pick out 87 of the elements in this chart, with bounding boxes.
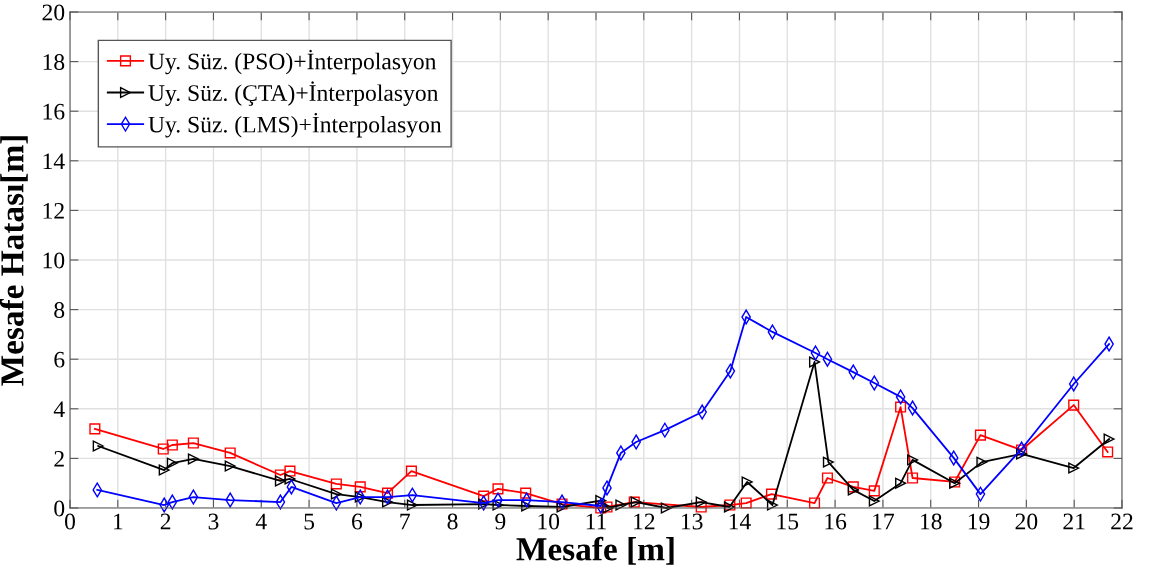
point (868, 485, 880, 497)
x-tick-label: 8 (447, 513, 458, 530)
x-tick-label: 20 (1015, 513, 1038, 530)
point (976, 456, 988, 468)
x-tick-label: 2 (160, 513, 171, 530)
x-tick-label: 7 (400, 513, 410, 530)
point (166, 439, 178, 451)
x-tick-label: 19 (968, 513, 990, 530)
point (89, 423, 101, 435)
point (478, 490, 490, 502)
x-tick-label: 1 (113, 513, 123, 530)
point (284, 465, 296, 477)
y-tick-label: 14 (43, 153, 65, 169)
y-tick-label: 16 (43, 103, 65, 120)
x-tick-label: 13 (681, 513, 703, 530)
point (92, 440, 104, 452)
point (406, 499, 418, 511)
point (492, 499, 504, 511)
point (330, 488, 342, 500)
point (381, 487, 394, 499)
point (381, 496, 394, 508)
point (521, 500, 533, 512)
y-tick-label: 8 (54, 302, 65, 319)
y-axis-title: Mesafe Hatası[m] (0, 136, 28, 386)
point (492, 483, 504, 495)
point (695, 496, 707, 508)
point (224, 447, 236, 459)
point (354, 481, 366, 493)
point (821, 472, 833, 484)
x-tick-label: 16 (825, 513, 847, 530)
point (808, 356, 821, 368)
point (822, 456, 834, 468)
point (158, 464, 170, 476)
x-tick-label: 21 (1063, 513, 1085, 530)
point (765, 488, 778, 500)
point (660, 502, 672, 514)
point (1016, 448, 1028, 460)
legend-label: Uy. Süz. (ÇTA)+İnterpolasyon (148, 81, 439, 106)
legend-label: Uy. Süz. (PSO)+İnterpolasyon (148, 49, 437, 75)
x-tick-label: 15 (777, 513, 799, 530)
x-tick-label: 18 (921, 513, 942, 530)
point (1068, 399, 1080, 411)
point (907, 472, 919, 484)
point (187, 453, 199, 465)
point (520, 487, 532, 499)
point (974, 429, 987, 441)
x-tick-label: 6 (352, 513, 363, 530)
point (166, 457, 178, 469)
x-tick-label: 10 (538, 513, 560, 530)
point (187, 437, 199, 449)
x-tick-label: 5 (304, 513, 315, 530)
x-tick-label: 11 (586, 513, 606, 530)
x-tick-label: 4 (255, 513, 267, 530)
point (895, 401, 907, 413)
point (157, 443, 169, 455)
point (595, 495, 607, 507)
point (1102, 446, 1114, 458)
y-tick-label: 2 (54, 450, 64, 467)
point (895, 477, 907, 489)
point (595, 502, 607, 514)
y-tick-label: 4 (53, 401, 65, 417)
y-tick-label: 20 (42, 4, 65, 21)
x-tick-label: 14 (729, 513, 751, 530)
legend-label: Uy. Süz. (LMS)+İnterpolasyon (148, 112, 442, 138)
point (868, 495, 880, 507)
x-tick-label: 9 (495, 513, 506, 530)
y-tick-label: 6 (54, 351, 65, 368)
point (224, 460, 236, 472)
x-tick-label: 17 (873, 513, 895, 530)
point (615, 499, 627, 511)
point (405, 465, 417, 477)
point (330, 478, 342, 490)
point (1068, 462, 1080, 474)
y-tick-label: 10 (43, 252, 65, 269)
x-tick-label: 12 (634, 513, 655, 530)
point (766, 499, 779, 511)
y-tick-label: 12 (43, 202, 64, 219)
y-tick-label: 0 (54, 500, 65, 517)
x-tick-label: 3 (208, 513, 219, 530)
point (284, 473, 296, 485)
point (741, 476, 753, 488)
point (274, 475, 286, 487)
point (1103, 433, 1115, 445)
y-tick-label: 18 (43, 54, 65, 71)
x-axis-title: Mesafe [m] (516, 536, 674, 565)
x-tick-label: 22 (1111, 513, 1133, 530)
point (907, 454, 919, 466)
